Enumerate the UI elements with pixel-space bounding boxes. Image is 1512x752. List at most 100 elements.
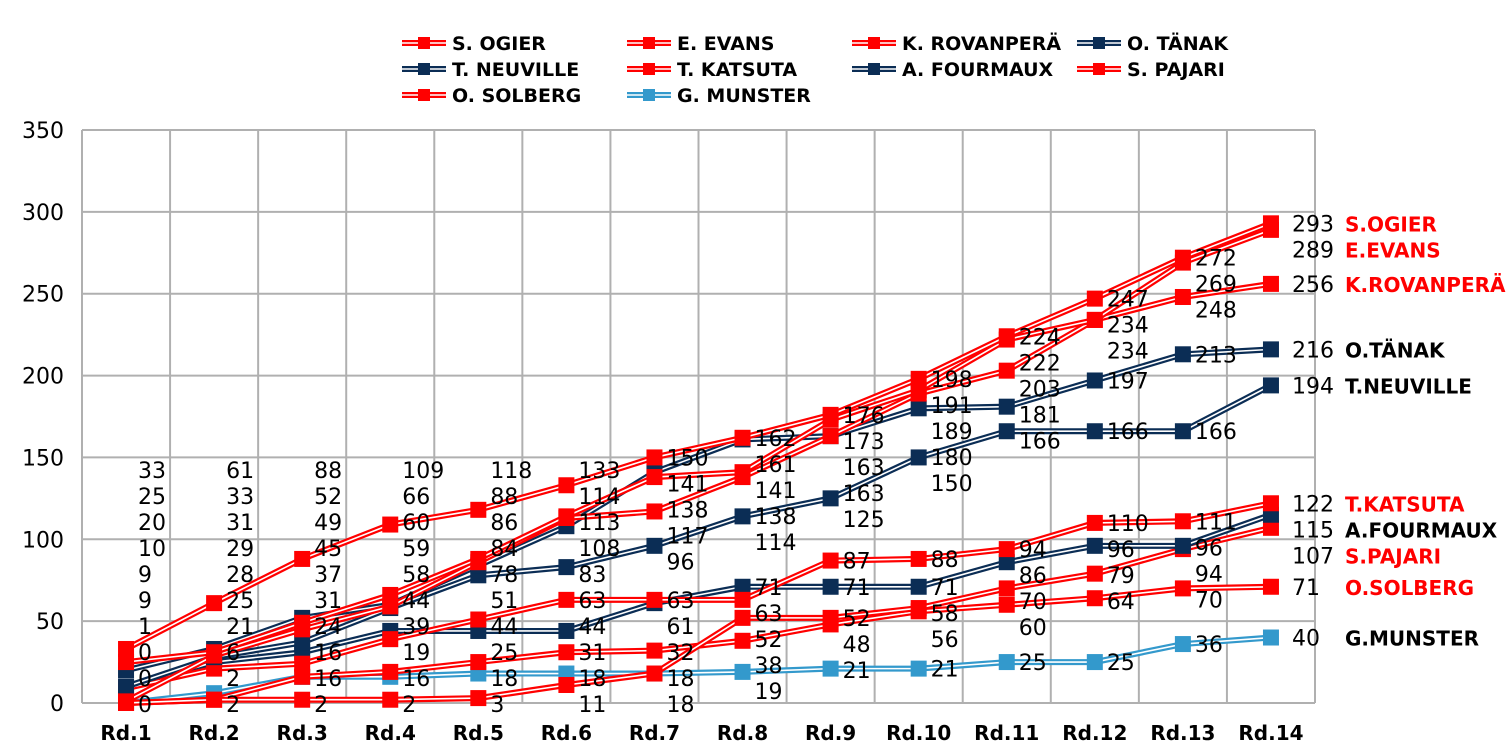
data-label: 1: [138, 615, 152, 640]
data-point-marker: [1086, 590, 1103, 607]
data-point-marker: [910, 370, 927, 387]
end-name-label: T.NEUVILLE: [1345, 374, 1472, 398]
x-tick-label: Rd.10: [886, 721, 951, 745]
data-point-marker: [822, 660, 839, 677]
legend-label: O. TÄNAK: [1127, 31, 1229, 55]
data-label: 247: [1107, 288, 1149, 313]
data-label: 224: [1019, 325, 1061, 350]
data-point-marker: [1086, 372, 1103, 389]
data-label: 16: [314, 667, 342, 692]
end-name-label: T.KATSUTA: [1345, 492, 1465, 516]
data-point-marker: [1174, 423, 1191, 440]
legend-marker-icon: [418, 37, 430, 49]
data-label: 2: [402, 693, 416, 718]
data-label: 141: [755, 479, 797, 504]
legend-item: K. ROVANPERÄ: [852, 31, 1061, 55]
data-label: 109: [402, 459, 444, 484]
data-point-marker: [734, 632, 751, 649]
series-line-highlight: [125, 502, 1272, 690]
data-point-marker: [734, 429, 751, 446]
data-label: 133: [578, 459, 620, 484]
data-label: 25: [1019, 651, 1047, 676]
data-label: 63: [578, 589, 606, 614]
data-label: 0: [138, 667, 152, 692]
data-label: 60: [402, 511, 430, 536]
data-point-marker: [1174, 580, 1191, 597]
data-label: 19: [755, 680, 783, 705]
data-label: 20: [138, 511, 166, 536]
data-point-marker: [1174, 537, 1191, 554]
data-label: 25: [226, 589, 254, 614]
end-name-label: O.SOLBERG: [1345, 576, 1474, 600]
data-point-marker: [998, 654, 1015, 671]
data-point-marker: [206, 595, 223, 612]
data-label: 87: [843, 550, 871, 575]
data-point-marker: [1086, 537, 1103, 554]
data-label: 9: [138, 589, 152, 614]
legend-label: G. MUNSTER: [677, 85, 811, 107]
y-tick-label: 50: [36, 610, 64, 635]
series-line-highlight: [125, 283, 1272, 703]
data-label: 114: [755, 531, 797, 556]
legend-item: T. NEUVILLE: [402, 59, 579, 81]
data-point-marker: [558, 591, 575, 608]
data-label: 70: [1019, 590, 1047, 615]
data-label: 181: [1019, 403, 1061, 428]
data-point-marker: [910, 449, 927, 466]
data-label: 44: [402, 589, 430, 614]
data-label: 63: [755, 602, 783, 627]
data-label: 150: [666, 446, 708, 471]
data-point-marker: [998, 580, 1015, 597]
data-label: 84: [490, 537, 518, 562]
legend-marker-icon: [1093, 37, 1105, 49]
data-label: 3: [490, 693, 504, 718]
data-label: 44: [578, 615, 606, 640]
end-value-label: 289: [1292, 238, 1334, 263]
data-point-marker: [998, 596, 1015, 613]
x-tick-label: Rd.11: [974, 721, 1039, 745]
legend-item: G. MUNSTER: [627, 85, 811, 107]
legend-label: S. OGIER: [452, 33, 546, 55]
data-label: 118: [490, 459, 532, 484]
end-value-label: 293: [1292, 212, 1334, 237]
data-label: 117: [666, 524, 708, 549]
data-label: 114: [578, 485, 620, 510]
series-line-highlight: [125, 222, 1272, 650]
data-label: 2: [226, 693, 240, 718]
x-tick-label: Rd.1: [100, 721, 151, 745]
data-label: 21: [226, 615, 254, 640]
data-point-marker: [1086, 423, 1103, 440]
data-label: 16: [314, 641, 342, 666]
data-label: 96: [1107, 538, 1135, 563]
data-label: 86: [1019, 564, 1047, 589]
y-tick-label: 100: [22, 528, 64, 553]
data-point-marker: [998, 362, 1015, 379]
data-point-marker: [910, 660, 927, 677]
legend-item: O. TÄNAK: [1077, 31, 1229, 55]
data-label: 86: [490, 511, 518, 536]
data-point-marker: [1174, 249, 1191, 266]
legend-marker-icon: [1093, 63, 1105, 75]
data-label: 66: [402, 485, 430, 510]
data-label: 161: [755, 453, 797, 478]
data-label: 18: [666, 667, 694, 692]
data-point-marker: [118, 693, 135, 710]
x-tick-label: Rd.3: [277, 721, 328, 745]
data-point-marker: [382, 516, 399, 533]
data-point-marker: [822, 578, 839, 595]
data-point-marker: [646, 537, 663, 554]
x-tick-label: Rd.8: [717, 721, 768, 745]
series-line-highlight: [125, 229, 1272, 663]
data-label: 31: [578, 641, 606, 666]
data-point-marker: [470, 550, 487, 567]
data-label: 64: [1107, 590, 1135, 615]
legend-item: T. KATSUTA: [627, 59, 797, 81]
data-point-marker: [382, 586, 399, 603]
y-tick-label: 350: [22, 119, 64, 144]
end-name-label: O.TÄNAK: [1345, 338, 1446, 362]
data-label: 71: [843, 576, 871, 601]
data-label: 52: [843, 607, 871, 632]
data-label: 25: [138, 485, 166, 510]
data-point-marker: [998, 423, 1015, 440]
data-label: 141: [666, 472, 708, 497]
